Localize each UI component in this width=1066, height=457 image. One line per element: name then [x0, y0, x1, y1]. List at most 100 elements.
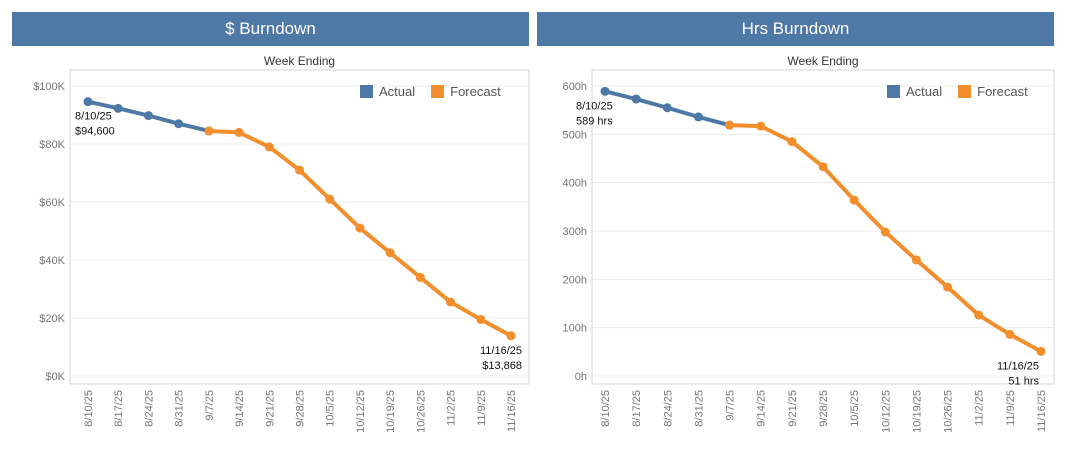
legend-item-actual[interactable]: Actual [360, 84, 415, 99]
x-tick-label: 10/5/25 [849, 390, 861, 427]
x-tick-label: 11/2/25 [974, 390, 986, 426]
data-point-forecast [911, 255, 921, 265]
data-point-forecast [325, 194, 335, 204]
x-tick-label: 9/21/25 [264, 390, 276, 427]
legend-item-forecast[interactable]: Forecast [958, 84, 1028, 99]
x-tick-label: 9/14/25 [756, 390, 768, 427]
data-point-forecast [506, 331, 516, 341]
legend-swatch-actual [360, 85, 373, 98]
chart-title: Hrs Burndown [537, 12, 1054, 46]
data-point-forecast [355, 223, 365, 233]
x-axis-title: Week Ending [263, 54, 336, 68]
data-point-forecast [446, 297, 456, 307]
annotation-end-value: 51 hrs [1008, 375, 1039, 387]
y-tick-label: $80K [39, 139, 65, 151]
legend-swatch-forecast [431, 85, 445, 98]
legend-swatch-actual [887, 85, 900, 98]
series-line-forecast [727, 123, 1043, 354]
data-point-forecast [204, 126, 214, 136]
x-tick-label: 8/31/25 [174, 390, 186, 427]
y-tick-label: 400h [563, 178, 587, 190]
annotation-start-date: 8/10/25 [576, 100, 613, 112]
legend-label-actual: Actual [379, 84, 416, 99]
legend-item-actual[interactable]: Actual [887, 84, 942, 99]
dollar-burndown-chart: $0K $20K $40K $60K $80K $100K 8/10/25 8/17/25 8/… [33, 69, 530, 433]
data-point-actual [174, 119, 184, 129]
y-tick-label: 600h [563, 81, 587, 93]
x-tick-label: 11/2/25 [446, 390, 458, 426]
x-tick-label: 9/7/25 [725, 390, 737, 421]
plot-area [591, 69, 1055, 385]
x-tick-label: 10/26/25 [943, 390, 955, 433]
x-tick-label: 8/17/25 [113, 390, 125, 427]
chart-title: $ Burndown [12, 12, 529, 46]
x-tick-label: 8/31/25 [693, 390, 705, 427]
x-tick-label: 11/9/25 [476, 390, 488, 426]
data-point-forecast [818, 162, 828, 172]
chart-legend: Actual Forecast [887, 84, 1028, 99]
x-tick-label: 8/10/25 [83, 390, 95, 427]
x-tick-label: 9/28/25 [818, 390, 830, 427]
x-tick-label: 10/26/25 [415, 390, 427, 433]
annotation-end-date: 11/16/25 [480, 345, 522, 357]
data-point-forecast [725, 120, 735, 130]
data-point-forecast [1036, 346, 1046, 356]
y-tick-label: $40K [39, 255, 65, 267]
data-point-forecast [1005, 329, 1015, 339]
data-point-actual [600, 86, 610, 96]
data-point-forecast [295, 165, 304, 175]
x-tick-label: 10/19/25 [385, 390, 397, 433]
hrs-burndown-panel: Hrs Burndown Week Ending 0h 100h 200h 300h 4… [536, 0, 1066, 457]
x-tick-label: 10/5/25 [325, 390, 337, 427]
series-line-forecast [206, 128, 513, 338]
x-tick-label: 10/12/25 [880, 390, 892, 433]
data-point-forecast [234, 127, 244, 137]
legend-swatch-forecast [958, 85, 972, 98]
annotation-start-value: 589 hrs [576, 115, 613, 127]
data-point-actual [662, 103, 672, 113]
y-tick-label: $100K [33, 81, 65, 93]
x-tick-label: 8/17/25 [631, 390, 643, 427]
data-point-actual [143, 111, 153, 121]
x-tick-label: 8/10/25 [600, 390, 612, 427]
annotation-end-value: $13,868 [482, 360, 522, 372]
x-tick-label: 10/19/25 [911, 390, 923, 433]
x-tick-label: 8/24/25 [662, 390, 674, 427]
data-point-forecast [385, 248, 395, 258]
x-tick-label: 10/12/25 [355, 390, 367, 433]
data-point-forecast [756, 121, 766, 131]
y-tick-label: 0h [575, 371, 587, 383]
data-point-forecast [943, 282, 953, 292]
legend-item-forecast[interactable]: Forecast [431, 84, 501, 99]
data-point-actual [631, 94, 641, 104]
dollar-burndown-panel: $ Burndown Week Ending $0K $20K $40K $60K $8… [0, 0, 530, 457]
legend-label-actual: Actual [906, 84, 943, 99]
x-tick-label: 11/16/25 [1036, 390, 1048, 432]
annotation-end-date: 11/16/25 [997, 360, 1039, 372]
data-point-forecast [415, 272, 425, 282]
data-point-actual [693, 112, 703, 122]
x-axis-title: Week Ending [787, 54, 859, 68]
y-tick-label: $60K [39, 197, 65, 209]
annotation-start-date: 8/10/25 [75, 111, 112, 123]
x-tick-label: 9/28/25 [295, 390, 307, 427]
y-tick-label: 200h [563, 274, 587, 286]
x-tick-label: 9/14/25 [234, 390, 246, 427]
data-point-forecast [880, 227, 890, 237]
x-tick-label: 11/16/25 [506, 390, 518, 432]
x-tick-label: 9/21/25 [787, 390, 799, 427]
data-point-forecast [849, 195, 859, 205]
data-point-forecast [787, 137, 797, 147]
legend-label-forecast: Forecast [977, 84, 1028, 99]
data-point-actual [83, 97, 93, 107]
y-tick-label: $20K [39, 313, 65, 325]
y-tick-label: 300h [563, 226, 587, 238]
y-tick-label: 100h [563, 323, 587, 335]
x-tick-label: 8/24/25 [143, 390, 155, 427]
data-point-forecast [476, 314, 486, 324]
y-tick-label: $0K [45, 371, 65, 383]
plot-area [69, 69, 530, 385]
annotation-start-value: $94,600 [75, 126, 115, 138]
legend-label-forecast: Forecast [450, 84, 501, 99]
y-tick-label: 500h [563, 129, 587, 141]
